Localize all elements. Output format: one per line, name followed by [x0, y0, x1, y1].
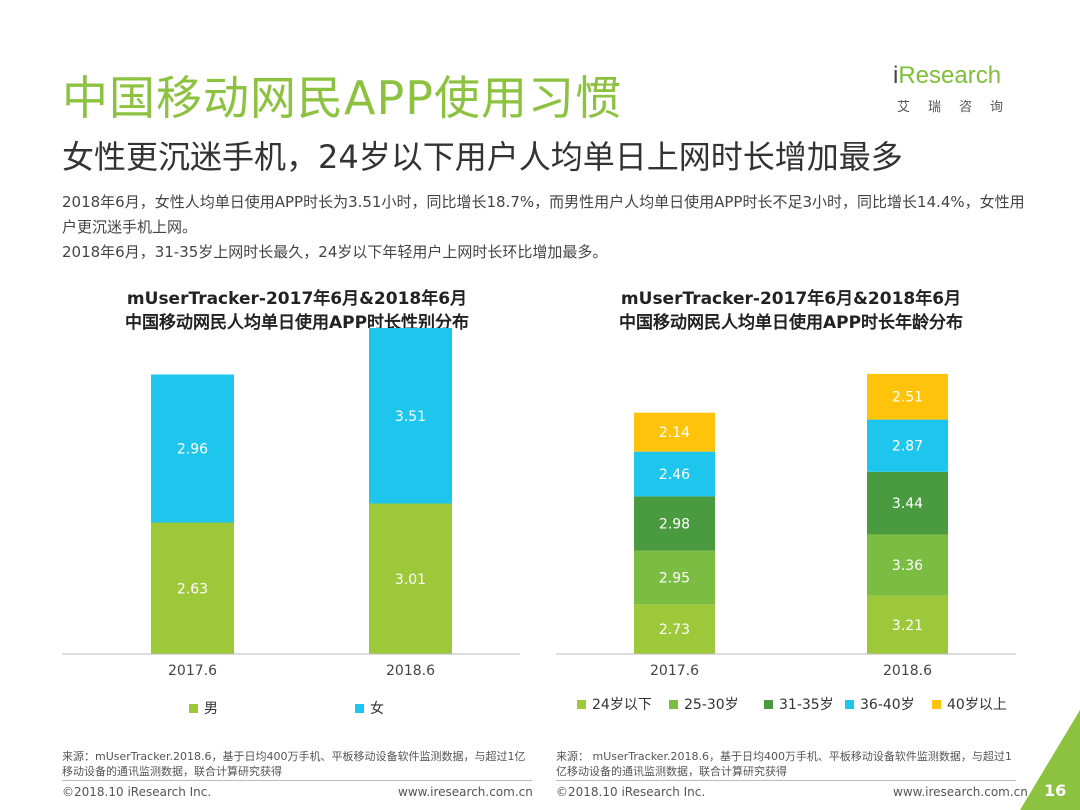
page-title: 中国移动网民APP使用习惯 [62, 71, 622, 125]
data-label-31-35岁-2017.6: 2.98 [659, 517, 690, 533]
logo-subtitle: 艾瑞咨询 [897, 100, 1022, 115]
bar-36-40岁-2018.6 [867, 419, 948, 472]
legend-label-36-40岁: 36-40岁 [860, 697, 915, 713]
data-label-36-40岁-2018.6: 2.87 [892, 439, 923, 455]
left-source-note: 来源：mUserTracker.2018.6，基于日均400万手机、平板移动设备… [62, 750, 526, 778]
legend-label-女: 女 [370, 700, 384, 717]
legend-swatch-31-35岁 [764, 700, 773, 709]
legend-swatch-25-30岁 [669, 700, 678, 709]
website-link-left[interactable]: www.iresearch.com.cn [398, 785, 533, 799]
x-tick-2017.6: 2017.6 [168, 663, 217, 679]
bar-40岁以上-2018.6 [867, 373, 948, 420]
data-label-女-2018.6: 3.51 [395, 409, 426, 425]
summary-paragraph-1: 2018年6月，女性人均单日使用APP时长为3.51小时，同比增长18.7%，而… [62, 193, 1025, 236]
x-tick-2018.6: 2018.6 [883, 663, 932, 679]
data-label-女-2017.6: 2.96 [177, 442, 208, 458]
data-label-25-30岁-2018.6: 3.36 [892, 558, 923, 574]
legend-swatch-24岁以下 [577, 700, 586, 709]
right-chart-title-line2: 中国移动网民人均单日使用APP时长年龄分布 [618, 313, 964, 333]
data-label-男-2018.6: 3.01 [395, 572, 426, 588]
x-tick-2018.6: 2018.6 [386, 663, 435, 679]
bar-31-35岁-2017.6 [634, 496, 715, 551]
summary-text: 2018年6月，女性人均单日使用APP时长为3.51小时，同比增长18.7%，而… [62, 190, 1032, 265]
gender-chart: 2.63 2.96 2017.6 3.01 3.51 2018.6 男 女 [62, 328, 520, 717]
legend-swatch-女 [355, 704, 364, 713]
right-chart-title-line1: mUserTracker-2017年6月&2018年6月 [620, 289, 962, 309]
bar-24岁以下-2017.6 [634, 604, 715, 654]
bar-男-2018.6 [369, 503, 452, 654]
bar-女-2018.6 [369, 328, 452, 504]
data-label-31-35岁-2018.6: 3.44 [892, 496, 923, 512]
data-label-36-40岁-2017.6: 2.46 [659, 467, 690, 483]
data-label-24岁以下-2018.6: 3.21 [892, 618, 923, 634]
page-number: 16 [1044, 781, 1067, 800]
right-chart-title: mUserTracker-2017年6月&2018年6月 中国移动网民人均单日使… [556, 287, 1026, 335]
legend-label-40岁以上: 40岁以上 [947, 697, 1007, 713]
legend-label-31-35岁: 31-35岁 [779, 697, 834, 713]
copyright-left: ©2018.10 iResearch Inc. [62, 785, 212, 799]
iresearch-logo: iResearch 艾瑞咨询 [893, 62, 1033, 115]
bar-36-40岁-2017.6 [634, 451, 715, 497]
left-chart-title-line1: mUserTracker-2017年6月&2018年6月 [126, 289, 468, 309]
legend-label-24岁以下: 24岁以下 [592, 697, 652, 713]
logo-wordmark: iResearch [893, 62, 1002, 89]
age-chart: 2.73 2.95 2.98 2.46 2.14 2017.6 3.21 3.36 3.44 2.… [556, 373, 1016, 713]
bar-25-30岁-2018.6 [867, 534, 948, 596]
right-footer-divider [556, 780, 1016, 781]
bar-女-2017.6 [151, 374, 234, 523]
page-corner-decoration [1020, 710, 1080, 810]
data-label-24岁以下-2017.6: 2.73 [659, 622, 690, 638]
website-link-right[interactable]: www.iresearch.com.cn [893, 785, 1028, 799]
data-label-40岁以上-2018.6: 2.51 [892, 390, 923, 406]
bar-24岁以下-2018.6 [867, 595, 948, 654]
bar-31-35岁-2018.6 [867, 471, 948, 535]
data-label-40岁以上-2017.6: 2.14 [659, 425, 690, 441]
legend-label-25-30岁: 25-30岁 [684, 697, 739, 713]
summary-paragraph-2: 2018年6月，31-35岁上网时长最久，24岁以下年轻用户上网时长环比增加最多… [62, 243, 608, 261]
right-source-note: 来源： mUserTracker.2018.6，基于日均400万手机、平板移动设… [556, 750, 1012, 778]
bar-25-30岁-2017.6 [634, 550, 715, 605]
legend-swatch-40岁以上 [932, 700, 941, 709]
copyright-right: ©2018.10 iResearch Inc. [556, 785, 706, 799]
legend-label-男: 男 [204, 701, 218, 717]
data-label-男-2017.6: 2.63 [177, 581, 208, 597]
corner-triangle [1020, 710, 1080, 810]
left-footer-divider [62, 780, 532, 781]
bar-男-2017.6 [151, 522, 234, 654]
legend-swatch-男 [189, 704, 198, 713]
data-label-25-30岁-2017.6: 2.95 [659, 570, 690, 586]
legend-swatch-36-40岁 [845, 700, 854, 709]
x-tick-2017.6: 2017.6 [650, 663, 699, 679]
page-subtitle: 女性更沉迷手机，24岁以下用户人均单日上网时长增加最多 [62, 138, 903, 176]
bar-40岁以上-2017.6 [634, 412, 715, 452]
